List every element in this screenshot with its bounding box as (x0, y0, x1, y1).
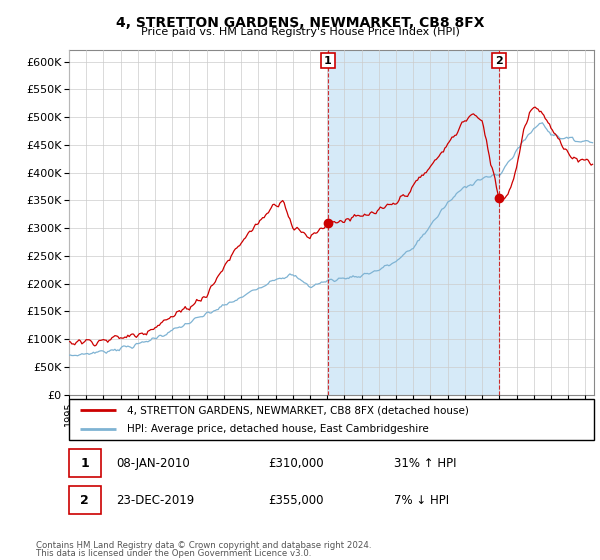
Text: 4, STRETTON GARDENS, NEWMARKET, CB8 8FX: 4, STRETTON GARDENS, NEWMARKET, CB8 8FX (116, 16, 484, 30)
Text: 2: 2 (495, 55, 503, 66)
Text: This data is licensed under the Open Government Licence v3.0.: This data is licensed under the Open Gov… (36, 549, 311, 558)
Text: 31% ↑ HPI: 31% ↑ HPI (395, 456, 457, 470)
Text: HPI: Average price, detached house, East Cambridgeshire: HPI: Average price, detached house, East… (127, 424, 428, 433)
Text: 2: 2 (80, 493, 89, 507)
Text: 23-DEC-2019: 23-DEC-2019 (116, 493, 194, 507)
Text: Price paid vs. HM Land Registry's House Price Index (HPI): Price paid vs. HM Land Registry's House … (140, 27, 460, 37)
Text: 7% ↓ HPI: 7% ↓ HPI (395, 493, 449, 507)
Text: 1: 1 (80, 456, 89, 470)
Text: 1: 1 (324, 55, 332, 66)
Text: Contains HM Land Registry data © Crown copyright and database right 2024.: Contains HM Land Registry data © Crown c… (36, 541, 371, 550)
Text: £310,000: £310,000 (269, 456, 324, 470)
Text: £355,000: £355,000 (269, 493, 324, 507)
Text: 08-JAN-2010: 08-JAN-2010 (116, 456, 190, 470)
Bar (69, 487, 101, 514)
Text: 4, STRETTON GARDENS, NEWMARKET, CB8 8FX (detached house): 4, STRETTON GARDENS, NEWMARKET, CB8 8FX … (127, 405, 469, 415)
Bar (69, 450, 101, 477)
Bar (328, 50, 499, 395)
